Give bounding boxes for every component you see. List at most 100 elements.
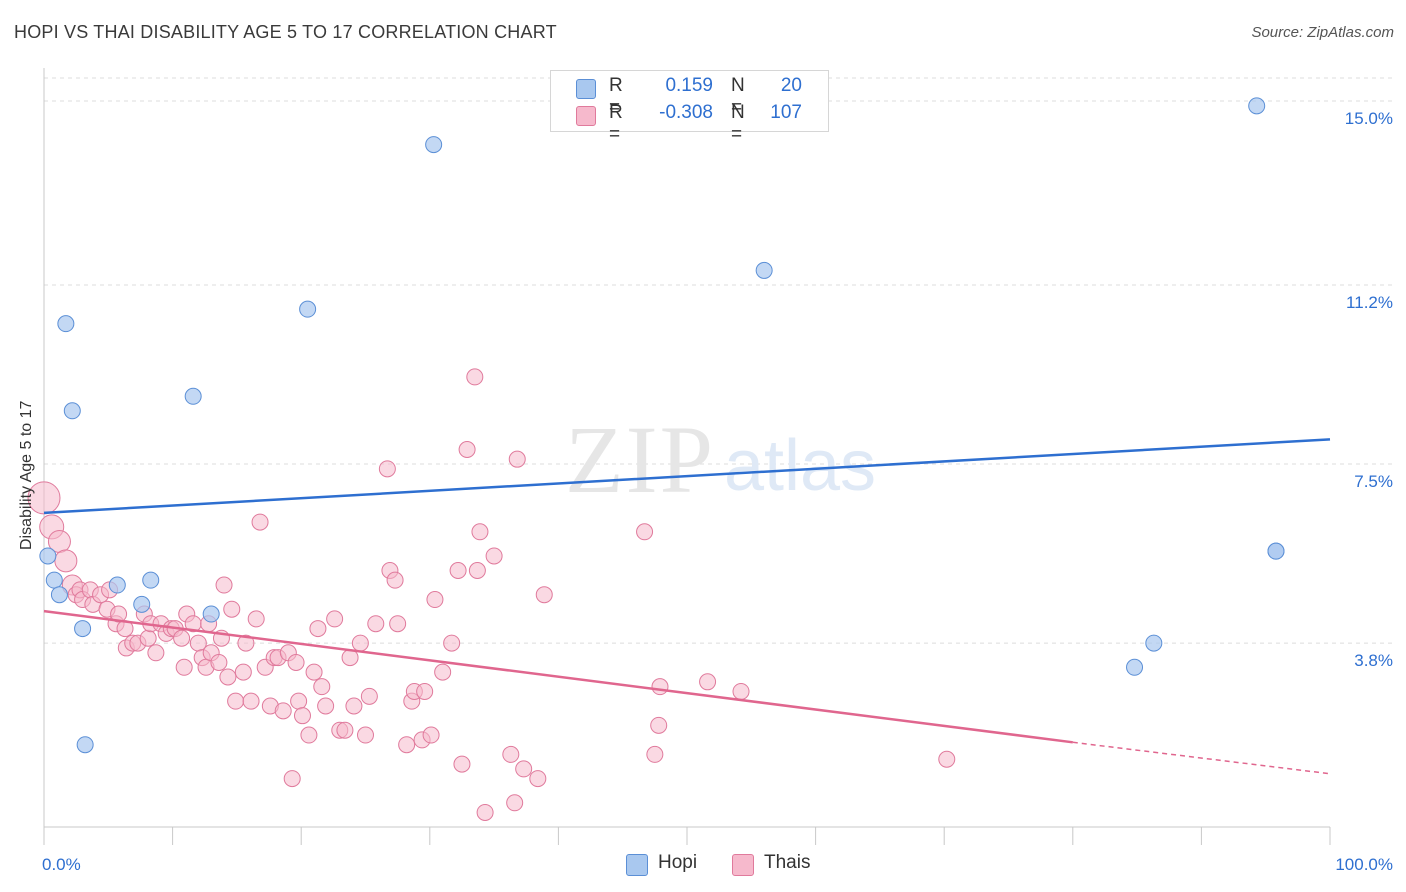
axes bbox=[43, 68, 1331, 845]
tick-labels: 3.8% 7.5% 11.2% 15.0% 0.0% 100.0% bbox=[42, 109, 1393, 874]
thais-point bbox=[247, 610, 265, 628]
thais-point bbox=[506, 794, 524, 812]
thais-point bbox=[651, 678, 669, 696]
thais-point bbox=[287, 653, 305, 671]
thais-point bbox=[175, 658, 193, 676]
thais-point bbox=[938, 750, 956, 768]
thais-point bbox=[422, 726, 440, 744]
thais-point bbox=[227, 692, 245, 710]
thais-point bbox=[27, 481, 61, 515]
thais-point bbox=[636, 523, 654, 541]
thais-point bbox=[147, 644, 165, 662]
r-label: R = bbox=[609, 75, 623, 118]
n-label: N = bbox=[731, 75, 745, 118]
thais-point bbox=[458, 441, 476, 458]
thais-point bbox=[650, 716, 668, 734]
thais-point bbox=[210, 653, 228, 671]
hopi-point bbox=[74, 620, 92, 638]
thais-swatch bbox=[576, 106, 596, 126]
thais-point bbox=[309, 620, 327, 638]
thais-point bbox=[485, 547, 503, 565]
watermark-zip: ZIP bbox=[565, 406, 715, 513]
hopi-swatch bbox=[576, 79, 596, 99]
hopi-point bbox=[76, 736, 94, 754]
thais-point bbox=[300, 726, 318, 744]
hopi-swatch bbox=[626, 854, 648, 876]
thais-point bbox=[110, 605, 128, 623]
hopi-point bbox=[299, 300, 317, 318]
chart-title: HOPI VS THAI DISABILITY AGE 5 TO 17 CORR… bbox=[14, 22, 557, 42]
hopi-point bbox=[425, 136, 443, 154]
thais-point bbox=[398, 736, 416, 754]
thais-trend-extension bbox=[1072, 741, 1331, 775]
thais-point bbox=[426, 591, 444, 609]
thais-point bbox=[237, 634, 255, 652]
hopi-point bbox=[1267, 542, 1285, 560]
hopi-trend-line bbox=[43, 438, 1331, 515]
y-tick-label: 11.2% bbox=[1346, 293, 1393, 312]
hopi-point bbox=[57, 315, 75, 333]
y-axis-label: Disability Age 5 to 17 bbox=[18, 400, 35, 550]
thais-point bbox=[453, 755, 471, 773]
thais-point bbox=[274, 702, 292, 720]
thais-point bbox=[386, 571, 404, 589]
thais-point bbox=[502, 745, 520, 763]
x-tick-label-max: 100.0% bbox=[1335, 855, 1393, 874]
hopi-point bbox=[184, 387, 202, 405]
thais-point bbox=[351, 634, 369, 652]
thais-point bbox=[357, 726, 374, 744]
thais-point bbox=[443, 634, 461, 652]
thais-point bbox=[290, 692, 308, 710]
hopi-point bbox=[133, 595, 151, 613]
thais-point bbox=[283, 770, 301, 788]
hopi-point bbox=[1248, 97, 1266, 115]
thais-point bbox=[515, 760, 533, 778]
grid-lines bbox=[44, 77, 1395, 644]
thais-point bbox=[646, 745, 664, 763]
n-value: 107 bbox=[770, 102, 802, 123]
n-label: N = bbox=[731, 102, 745, 145]
thais-point bbox=[471, 523, 489, 541]
thais-point bbox=[732, 682, 750, 700]
trend-lines bbox=[43, 438, 1331, 775]
thais-point bbox=[293, 707, 311, 725]
hopi-point bbox=[202, 605, 220, 623]
source-label: Source: ZipAtlas.com bbox=[1251, 24, 1394, 41]
n-value: 20 bbox=[780, 75, 802, 96]
y-tick-label: 7.5% bbox=[1354, 472, 1393, 491]
thais-point bbox=[529, 770, 547, 788]
legend-label: Thais bbox=[764, 852, 811, 873]
thais-point bbox=[219, 668, 237, 686]
thais-point bbox=[699, 673, 717, 691]
r-value: 0.159 bbox=[665, 75, 713, 96]
hopi-point bbox=[755, 261, 773, 279]
legend-label: Hopi bbox=[658, 852, 698, 873]
thais-point bbox=[305, 663, 323, 681]
thais-point bbox=[468, 561, 486, 579]
thais-point bbox=[535, 586, 553, 604]
thais-point bbox=[139, 629, 157, 647]
thais-point bbox=[367, 615, 385, 633]
thais-point bbox=[389, 615, 407, 633]
thais-point bbox=[326, 610, 344, 628]
thais-point bbox=[223, 600, 241, 618]
thais-point bbox=[360, 687, 378, 705]
hopi-point bbox=[108, 576, 126, 594]
thais-point bbox=[434, 663, 452, 681]
thais-point bbox=[317, 697, 335, 715]
hopi-point bbox=[1126, 658, 1144, 676]
hopi-point bbox=[50, 586, 68, 604]
y-tick-label: 15.0% bbox=[1345, 109, 1393, 128]
thais-swatch bbox=[732, 854, 754, 876]
hopi-points bbox=[39, 97, 1285, 754]
r-label: R = bbox=[609, 102, 623, 145]
thais-point bbox=[336, 721, 354, 739]
hopi-point bbox=[45, 571, 63, 589]
thais-point bbox=[313, 678, 331, 696]
thais-points bbox=[27, 368, 956, 821]
thais-point bbox=[345, 697, 363, 715]
thais-point bbox=[416, 682, 434, 700]
thais-point bbox=[54, 549, 78, 573]
thais-point bbox=[251, 513, 269, 531]
